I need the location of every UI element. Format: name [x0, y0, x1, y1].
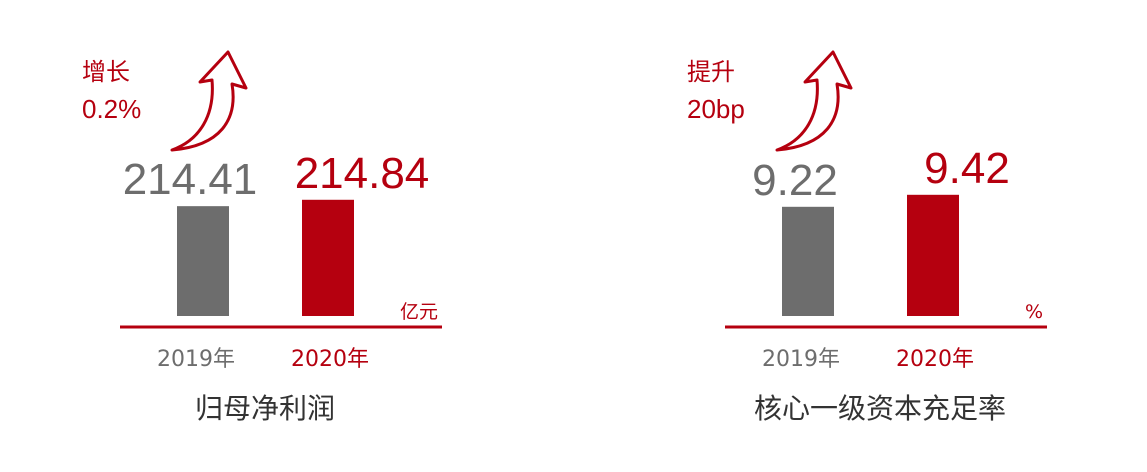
value-label: 214.41	[123, 155, 258, 204]
chart-title: 核心一级资本充足率	[754, 392, 1006, 425]
bar	[302, 199, 354, 316]
category-label: 2020年	[896, 347, 974, 372]
bar	[907, 194, 959, 316]
category-label: 2019年	[762, 347, 840, 372]
change-label: 增长	[82, 58, 130, 86]
category-label: 2020年	[291, 347, 369, 372]
change-value: 0.2%	[82, 94, 141, 124]
change-label: 提升	[687, 58, 735, 86]
chart-title: 归母净利润	[195, 392, 335, 425]
change-value: 20bp	[687, 94, 745, 124]
value-label: 9.42	[924, 144, 1010, 193]
category-label: 2019年	[157, 347, 235, 372]
value-label: 214.84	[295, 149, 430, 198]
bar	[177, 206, 229, 316]
growth-arrow	[170, 50, 248, 152]
growth-arrow	[775, 50, 853, 152]
value-label: 9.22	[752, 156, 838, 205]
unit-label: %	[1025, 301, 1043, 323]
bar	[782, 206, 834, 316]
chart-panel: 9.22 2019年 9.42 2020年% 核心一级资本充足率 提升 20bp	[687, 50, 1047, 425]
unit-label: 亿元	[400, 301, 438, 323]
